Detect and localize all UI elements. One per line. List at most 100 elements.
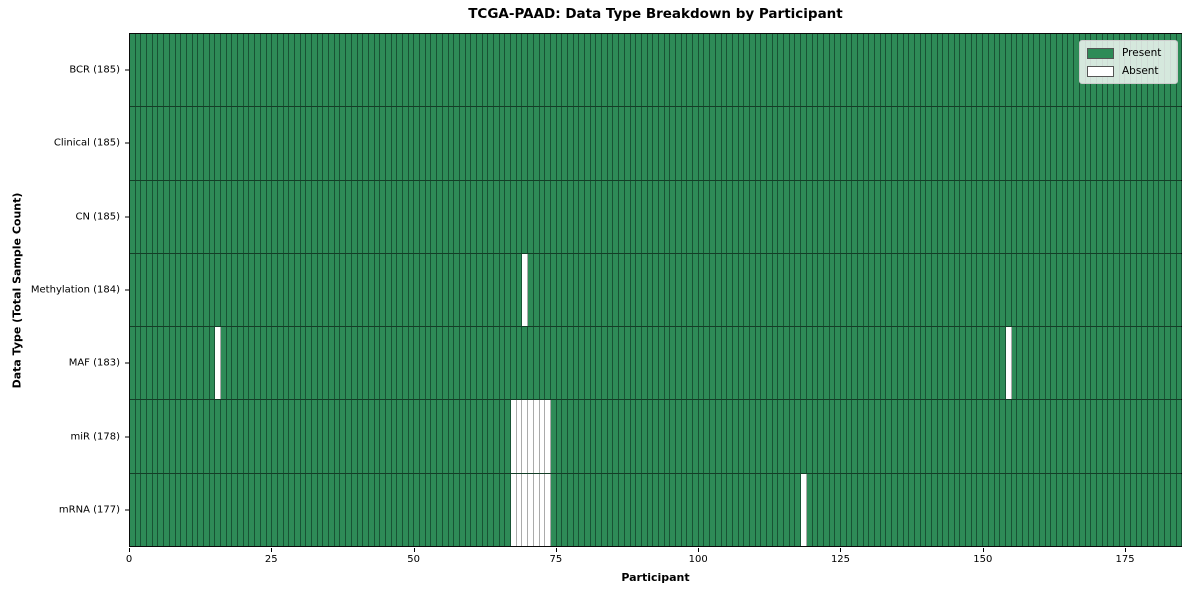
present-cell — [812, 180, 819, 253]
present-cell — [209, 473, 216, 546]
present-cell — [147, 34, 153, 107]
present-cell — [363, 107, 369, 180]
present-cell — [732, 327, 739, 400]
present-cell — [403, 180, 409, 253]
legend-label-present: Present — [1122, 47, 1162, 59]
present-cell — [840, 473, 847, 546]
present-cell — [1051, 107, 1058, 180]
present-cell — [607, 473, 614, 546]
present-cell — [283, 327, 290, 400]
present-cell — [567, 107, 574, 180]
present-cell — [909, 253, 915, 327]
present-cell — [141, 253, 148, 327]
present-cell — [374, 400, 381, 473]
data-type-row — [130, 327, 1183, 401]
present-cell — [1165, 327, 1171, 400]
present-cell — [1011, 253, 1018, 327]
present-cell — [289, 253, 295, 327]
x-tick-mark — [413, 548, 415, 552]
present-cell — [658, 34, 665, 107]
present-cell — [516, 34, 523, 107]
present-cell — [317, 180, 324, 253]
present-cell — [1102, 400, 1109, 473]
x-tick-mark — [698, 548, 700, 552]
present-cell — [772, 107, 779, 180]
present-cell — [909, 34, 915, 107]
present-cell — [880, 34, 887, 107]
present-cell — [869, 327, 876, 400]
present-cell — [761, 107, 767, 180]
present-cell — [698, 327, 705, 400]
present-cell — [983, 327, 989, 400]
present-cell — [368, 34, 375, 107]
present-cell — [357, 473, 364, 546]
absent-cell — [215, 327, 221, 400]
present-cell — [1068, 400, 1075, 473]
present-cell — [664, 400, 671, 473]
present-cell — [169, 400, 176, 473]
present-cell — [630, 253, 637, 327]
data-type-row — [130, 400, 1183, 474]
present-cell — [437, 400, 443, 473]
present-cell — [772, 400, 779, 473]
present-cell — [801, 180, 807, 253]
present-cell — [385, 473, 392, 546]
present-cell — [317, 327, 324, 400]
present-cell — [289, 180, 295, 253]
present-cell — [846, 400, 853, 473]
x-tick-label: 50 — [407, 554, 420, 565]
present-cell — [914, 473, 921, 546]
present-cell — [784, 107, 790, 180]
present-cell — [687, 473, 694, 546]
present-cell — [1102, 473, 1109, 546]
present-cell — [994, 180, 1001, 253]
present-cell — [556, 473, 563, 546]
present-cell — [334, 180, 341, 253]
present-cell — [687, 107, 694, 180]
present-cell — [710, 400, 716, 473]
present-cell — [482, 400, 489, 473]
present-cell — [130, 180, 136, 253]
present-cell — [454, 400, 460, 473]
present-cell — [175, 34, 182, 107]
present-cell — [317, 253, 324, 327]
present-cell — [147, 253, 153, 327]
present-cell — [368, 327, 375, 400]
present-cell — [528, 107, 534, 180]
present-cell — [317, 400, 324, 473]
present-cell — [596, 180, 603, 253]
present-cell — [977, 107, 984, 180]
present-cell — [727, 327, 733, 400]
present-cell — [277, 473, 284, 546]
present-cell — [1074, 400, 1080, 473]
present-cell — [368, 180, 375, 253]
present-cell — [949, 473, 955, 546]
present-cell — [641, 107, 648, 180]
present-cell — [698, 107, 705, 180]
present-cell — [397, 400, 403, 473]
present-cell — [1142, 253, 1149, 327]
present-cell — [539, 107, 546, 180]
present-cell — [1017, 327, 1023, 400]
present-cell — [960, 327, 967, 400]
present-cell — [1096, 473, 1103, 546]
present-cell — [977, 400, 984, 473]
present-cell — [1113, 180, 1120, 253]
present-cell — [203, 34, 210, 107]
present-cell — [334, 473, 341, 546]
present-cell — [448, 473, 455, 546]
present-cell — [1034, 400, 1040, 473]
present-cell — [567, 473, 574, 546]
present-cell — [255, 107, 261, 180]
present-cell — [374, 107, 381, 180]
present-cell — [670, 180, 676, 253]
present-cell — [721, 400, 728, 473]
present-cell — [209, 180, 216, 253]
present-cell — [482, 253, 489, 327]
present-cell — [744, 180, 750, 253]
present-cell — [909, 180, 915, 253]
present-cell — [801, 253, 807, 327]
present-cell — [306, 180, 312, 253]
present-cell — [385, 34, 392, 107]
present-cell — [1005, 473, 1012, 546]
